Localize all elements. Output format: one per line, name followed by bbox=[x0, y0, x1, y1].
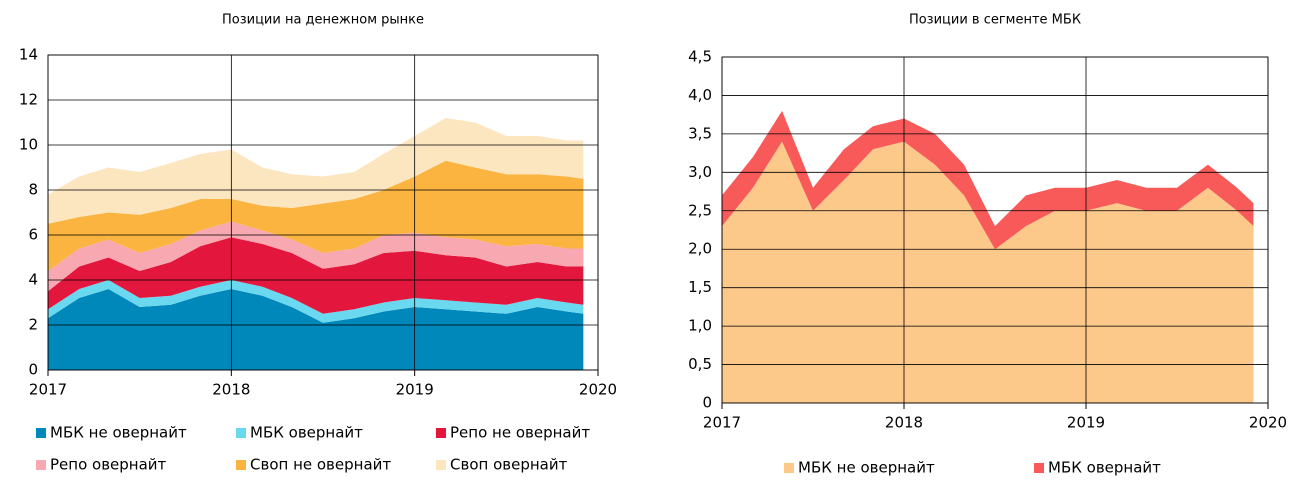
x-tick-label: 2017 bbox=[703, 414, 741, 432]
legend-swatch bbox=[436, 428, 446, 438]
legend-label: Своп не овернайт bbox=[250, 456, 391, 474]
x-tick-label: 2020 bbox=[579, 381, 617, 399]
x-tick-label: 2018 bbox=[212, 381, 250, 399]
x-tick-label: 2019 bbox=[1067, 414, 1105, 432]
y-tick-label: 10 bbox=[19, 136, 38, 154]
y-tick-label: 8 bbox=[28, 181, 38, 199]
legend-swatch bbox=[784, 463, 794, 473]
legend-swatch bbox=[36, 460, 46, 470]
legend-swatch bbox=[36, 428, 46, 438]
y-tick-label: 4 bbox=[28, 271, 38, 289]
y-tick-label: 0 bbox=[28, 361, 38, 379]
area bbox=[722, 110, 1254, 250]
legend-swatch bbox=[236, 460, 246, 470]
legend-swatch bbox=[236, 428, 246, 438]
y-tick-label: 1,0 bbox=[688, 317, 712, 335]
y-tick-label: 2,0 bbox=[688, 240, 712, 258]
y-tick-label: 2,5 bbox=[688, 201, 712, 219]
legend-label: МБК не овернайт bbox=[798, 459, 935, 477]
legend-label: Своп овернайт bbox=[450, 456, 568, 474]
y-tick-label: 4,0 bbox=[688, 86, 712, 104]
legend-swatch bbox=[436, 460, 446, 470]
x-tick-label: 2020 bbox=[1249, 414, 1287, 432]
y-tick-label: 0 bbox=[702, 394, 712, 412]
area bbox=[48, 237, 584, 314]
legend-label: Репо не овернайт bbox=[450, 424, 590, 442]
x-tick-label: 2018 bbox=[885, 414, 923, 432]
area bbox=[48, 221, 584, 292]
area bbox=[48, 160, 584, 271]
legend-label: МБК не овернайт bbox=[50, 424, 187, 442]
plot-frame bbox=[47, 54, 599, 371]
y-tick-label: 3,5 bbox=[688, 124, 712, 142]
y-tick-label: 0,5 bbox=[688, 355, 712, 373]
area bbox=[722, 141, 1254, 404]
chart-title: Позиции на денежном рынке bbox=[222, 13, 424, 28]
y-tick-label: 6 bbox=[28, 226, 38, 244]
plot-frame bbox=[721, 56, 1269, 404]
legend-label: Репо овернайт bbox=[50, 456, 167, 474]
y-tick-label: 12 bbox=[19, 91, 38, 109]
y-tick-label: 3,0 bbox=[688, 163, 712, 181]
area bbox=[48, 280, 584, 323]
y-tick-label: 2 bbox=[28, 316, 38, 334]
legend-label: МБК овернайт bbox=[250, 424, 363, 442]
y-tick-label: 4,5 bbox=[688, 48, 712, 66]
chart-title: Позиции в сегменте МБК bbox=[909, 13, 1081, 28]
legend-label: МБК овернайт bbox=[1048, 459, 1161, 477]
x-tick-label: 2019 bbox=[396, 381, 434, 399]
area bbox=[48, 289, 584, 370]
y-tick-label: 14 bbox=[19, 46, 38, 64]
legend-swatch bbox=[1034, 463, 1044, 473]
y-tick-label: 1,5 bbox=[688, 278, 712, 296]
area bbox=[48, 118, 584, 224]
x-tick-label: 2017 bbox=[29, 381, 67, 399]
